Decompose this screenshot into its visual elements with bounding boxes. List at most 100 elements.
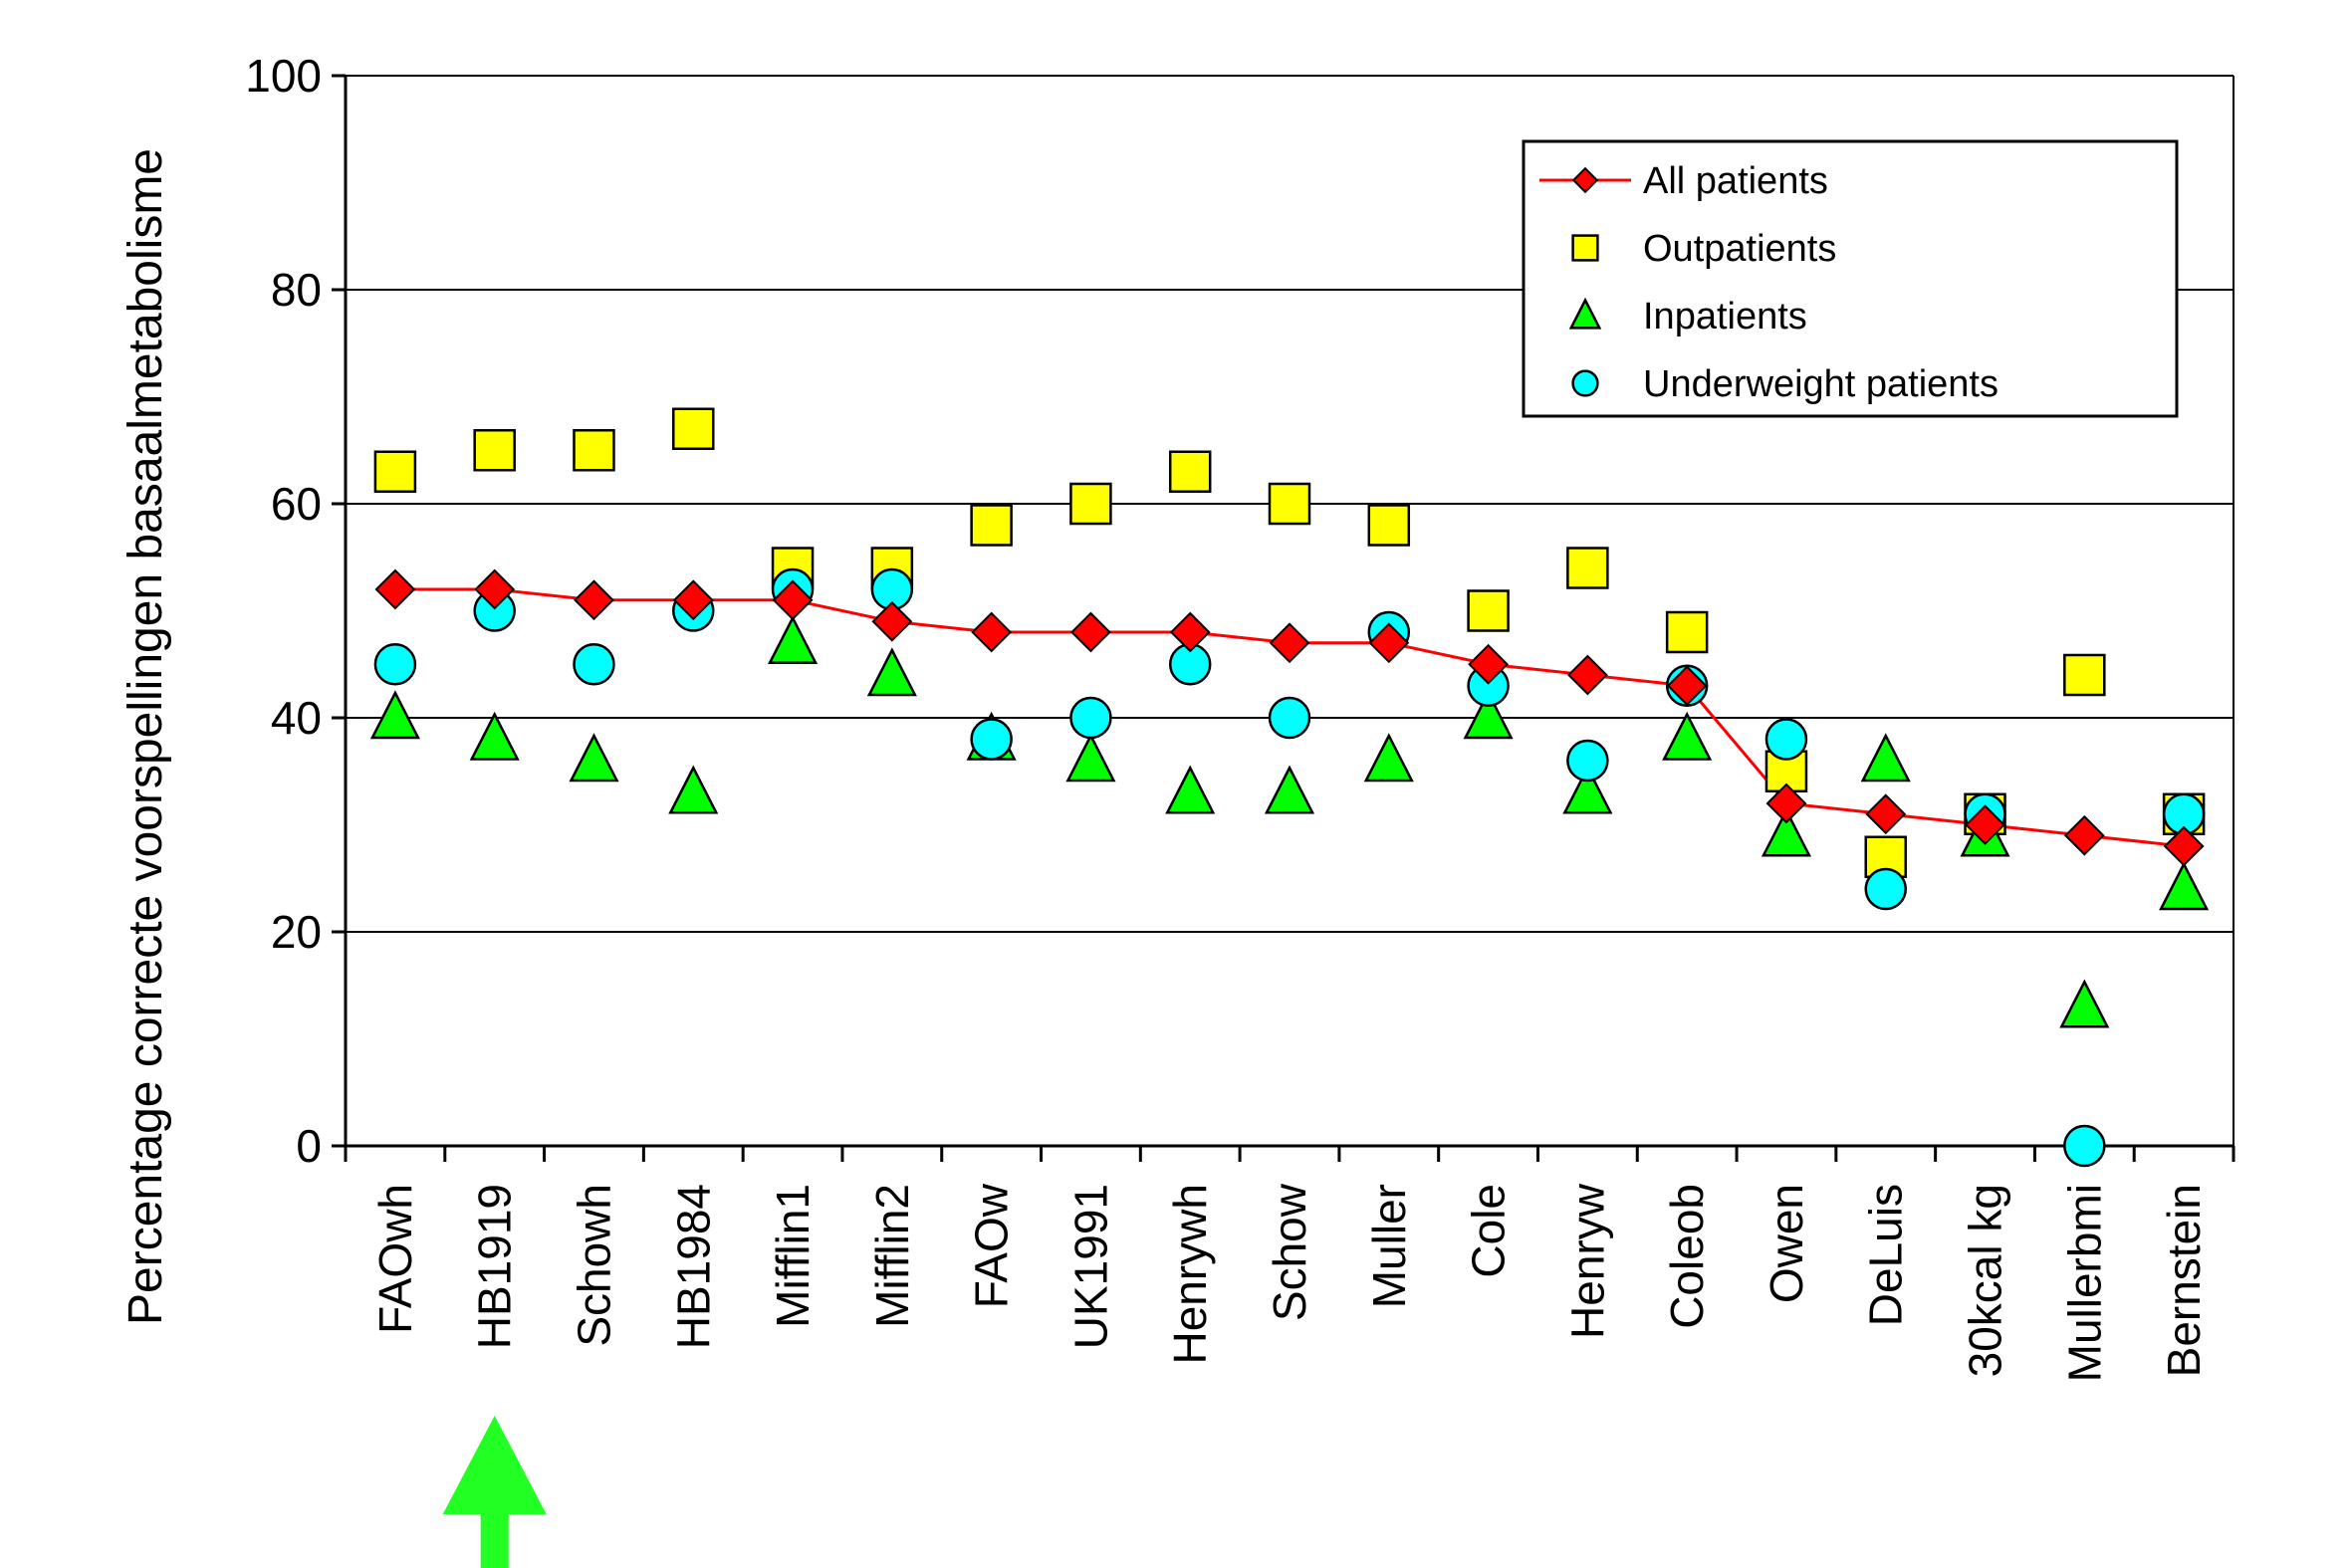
point-underweight-patients-schow bbox=[1268, 696, 1311, 740]
x-label-deluis: DeLuis bbox=[1860, 1184, 1912, 1326]
point-inpatients-owen bbox=[1761, 807, 1811, 857]
point-all-patients-mifflin1 bbox=[772, 579, 814, 621]
point-underweight-patients-faow bbox=[970, 718, 1013, 761]
legend-marker-outpatients bbox=[1571, 234, 1599, 262]
point-all-patients-coleob bbox=[1666, 665, 1708, 707]
point-all-patients-henrywh bbox=[1169, 611, 1211, 653]
y-axis-title: Percentage correcte voorspellingen basaa… bbox=[119, 148, 172, 1325]
x-label-faow: FAOw bbox=[966, 1183, 1018, 1308]
point-underweight-patients-henryw bbox=[1566, 739, 1609, 783]
y-tick-label-100: 100 bbox=[245, 50, 322, 102]
plot-series bbox=[369, 407, 2210, 1168]
x-label-schowh: Schowh bbox=[568, 1184, 619, 1347]
annotation-arrow bbox=[442, 1416, 547, 1568]
point-outpatients-henryw bbox=[1566, 547, 1609, 589]
point-inpatients-schowh bbox=[569, 733, 619, 783]
point-inpatients-coleob bbox=[1662, 711, 1713, 761]
legend-item-all-patients: All patients bbox=[1539, 160, 1828, 202]
x-label-30kcal-kg: 30kcal kg bbox=[1960, 1184, 2011, 1377]
x-label-faowh: FAOwh bbox=[369, 1184, 421, 1334]
series-inpatients bbox=[369, 615, 2210, 1028]
point-inpatients-muller bbox=[1363, 733, 1414, 783]
axis-labels: 0 20 40 60 80 100 FAOwh HB1919 Schowh HB1984 Miffl… bbox=[245, 50, 2210, 1382]
point-outpatients-coleob bbox=[1665, 610, 1709, 654]
point-all-patients-uk1991 bbox=[1070, 611, 1111, 653]
point-inpatients-mifflin2 bbox=[866, 647, 917, 697]
point-all-patients-cole bbox=[1468, 643, 1509, 685]
legend: All patients Outpatients Inpatients Underwe… bbox=[1522, 139, 2179, 418]
series-all-patients bbox=[374, 568, 2205, 867]
point-inpatients-henrywh bbox=[1165, 765, 1216, 814]
x-label-uk1991: UK1991 bbox=[1064, 1184, 1116, 1349]
y-tick-label-40: 40 bbox=[271, 692, 322, 744]
point-inpatients-deluis bbox=[1860, 733, 1911, 783]
legend-marker-inpatients bbox=[1568, 297, 1602, 330]
axes bbox=[332, 74, 2235, 1162]
x-label-bernstein: Bernstein bbox=[2158, 1184, 2210, 1377]
point-all-patients-deluis bbox=[1865, 793, 1907, 835]
point-underweight-patients-owen bbox=[1764, 718, 1808, 761]
y-tick-label-80: 80 bbox=[271, 264, 322, 316]
y-tick-label-20: 20 bbox=[271, 906, 322, 958]
series-outpatients bbox=[373, 407, 2206, 878]
point-all-patients-henryw bbox=[1566, 654, 1608, 696]
point-outpatients-cole bbox=[1467, 589, 1510, 632]
point-inpatients-hb1919 bbox=[469, 711, 520, 761]
point-all-patients-schowh bbox=[574, 579, 614, 621]
x-label-hb1984: HB1984 bbox=[667, 1184, 719, 1349]
x-label-muller: Muller bbox=[1363, 1184, 1415, 1308]
point-all-patients-hb1919 bbox=[474, 568, 516, 610]
point-all-patients-mullerbmi bbox=[2063, 814, 2105, 856]
point-underweight-patients-uk1991 bbox=[1069, 696, 1112, 740]
point-outpatients-hb1984 bbox=[672, 407, 715, 450]
x-label-mullerbmi: Mullerbmi bbox=[2058, 1184, 2110, 1382]
point-inpatients-henryw bbox=[1562, 765, 1613, 814]
x-label-coleob: Coleob bbox=[1661, 1184, 1713, 1329]
point-inpatients-cole bbox=[1463, 690, 1514, 740]
legend-label-all-patients: All patients bbox=[1643, 160, 1828, 202]
point-inpatients-mullerbmi bbox=[2059, 979, 2110, 1028]
y-tick-label-60: 60 bbox=[271, 478, 322, 530]
point-underweight-patients-deluis bbox=[1864, 867, 1907, 911]
point-all-patients-owen bbox=[1765, 783, 1807, 824]
point-all-patients-30kcal-kg bbox=[1965, 804, 2005, 845]
point-inpatients-faowh bbox=[369, 690, 420, 740]
point-inpatients-mifflin1 bbox=[768, 615, 819, 664]
point-all-patients-faowh bbox=[374, 568, 416, 610]
point-outpatients-muller bbox=[1367, 504, 1411, 547]
arrow-head bbox=[442, 1416, 547, 1514]
legend-item-inpatients: Inpatients bbox=[1568, 296, 1807, 337]
x-label-hb1919: HB1919 bbox=[469, 1184, 521, 1349]
point-outpatients-schow bbox=[1268, 482, 1311, 526]
y-tick-label-0: 0 bbox=[296, 1120, 322, 1172]
legend-box bbox=[1522, 139, 2179, 418]
x-label-mifflin2: Mifflin2 bbox=[866, 1184, 918, 1328]
point-inpatients-schow bbox=[1264, 765, 1315, 814]
point-all-patients-mifflin2 bbox=[871, 600, 913, 642]
x-label-cole: Cole bbox=[1463, 1184, 1515, 1278]
legend-label-inpatients: Inpatients bbox=[1643, 296, 1807, 337]
point-outpatients-faow bbox=[970, 504, 1013, 547]
point-outpatients-faowh bbox=[373, 450, 417, 493]
point-outpatients-henrywh bbox=[1168, 450, 1212, 493]
point-all-patients-faow bbox=[971, 611, 1013, 653]
point-underweight-patients-mullerbmi bbox=[2063, 1124, 2106, 1168]
point-underweight-patients-faowh bbox=[373, 643, 417, 686]
point-all-patients-muller bbox=[1368, 622, 1410, 664]
legend-item-outpatients: Outpatients bbox=[1571, 228, 1836, 270]
point-inpatients-uk1991 bbox=[1065, 733, 1116, 783]
arrow-shaft bbox=[480, 1512, 509, 1568]
legend-item-underweight-patients: Underweight patients bbox=[1571, 363, 1999, 405]
point-outpatients-hb1919 bbox=[473, 429, 516, 472]
point-outpatients-mullerbmi bbox=[2063, 653, 2106, 697]
legend-label-underweight-patients: Underweight patients bbox=[1643, 363, 1999, 405]
x-label-schow: Schow bbox=[1264, 1183, 1315, 1321]
point-all-patients-bernstein bbox=[2163, 825, 2205, 867]
legend-marker-underweight-patients bbox=[1571, 369, 1599, 397]
legend-marker-all-patients bbox=[1571, 166, 1599, 194]
x-label-henrywh: Henrywh bbox=[1164, 1184, 1216, 1365]
point-outpatients-schowh bbox=[573, 429, 615, 472]
point-underweight-patients-schowh bbox=[573, 643, 615, 686]
x-label-mifflin1: Mifflin1 bbox=[767, 1184, 819, 1328]
